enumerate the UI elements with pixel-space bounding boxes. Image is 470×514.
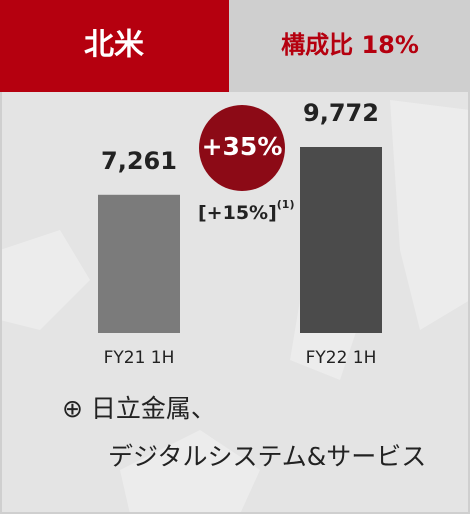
- x-tick-label: FY22 1H: [306, 348, 377, 368]
- header-share: 構成比 18%: [281, 31, 419, 59]
- value-label: 9,772: [303, 99, 379, 127]
- header-title: 北米: [84, 28, 144, 63]
- growth-badge: [199, 105, 285, 191]
- map-background: [0, 100, 470, 514]
- footnote-ref: (1): [277, 198, 295, 211]
- organic-growth-label: [+15%](1): [198, 198, 294, 224]
- x-tick-label: FY21 1H: [104, 348, 175, 368]
- header-title-box: [0, 0, 229, 92]
- bar: [300, 147, 382, 333]
- bar: [98, 194, 180, 333]
- header-share-box: [229, 0, 470, 92]
- value-label: 7,261: [101, 147, 177, 175]
- note: ⊕ 日立金属、: [62, 394, 216, 423]
- growth-label: +35%: [202, 132, 283, 161]
- organic-growth: [+15%]: [198, 202, 277, 224]
- note: デジタルシステム&サービス: [108, 442, 426, 471]
